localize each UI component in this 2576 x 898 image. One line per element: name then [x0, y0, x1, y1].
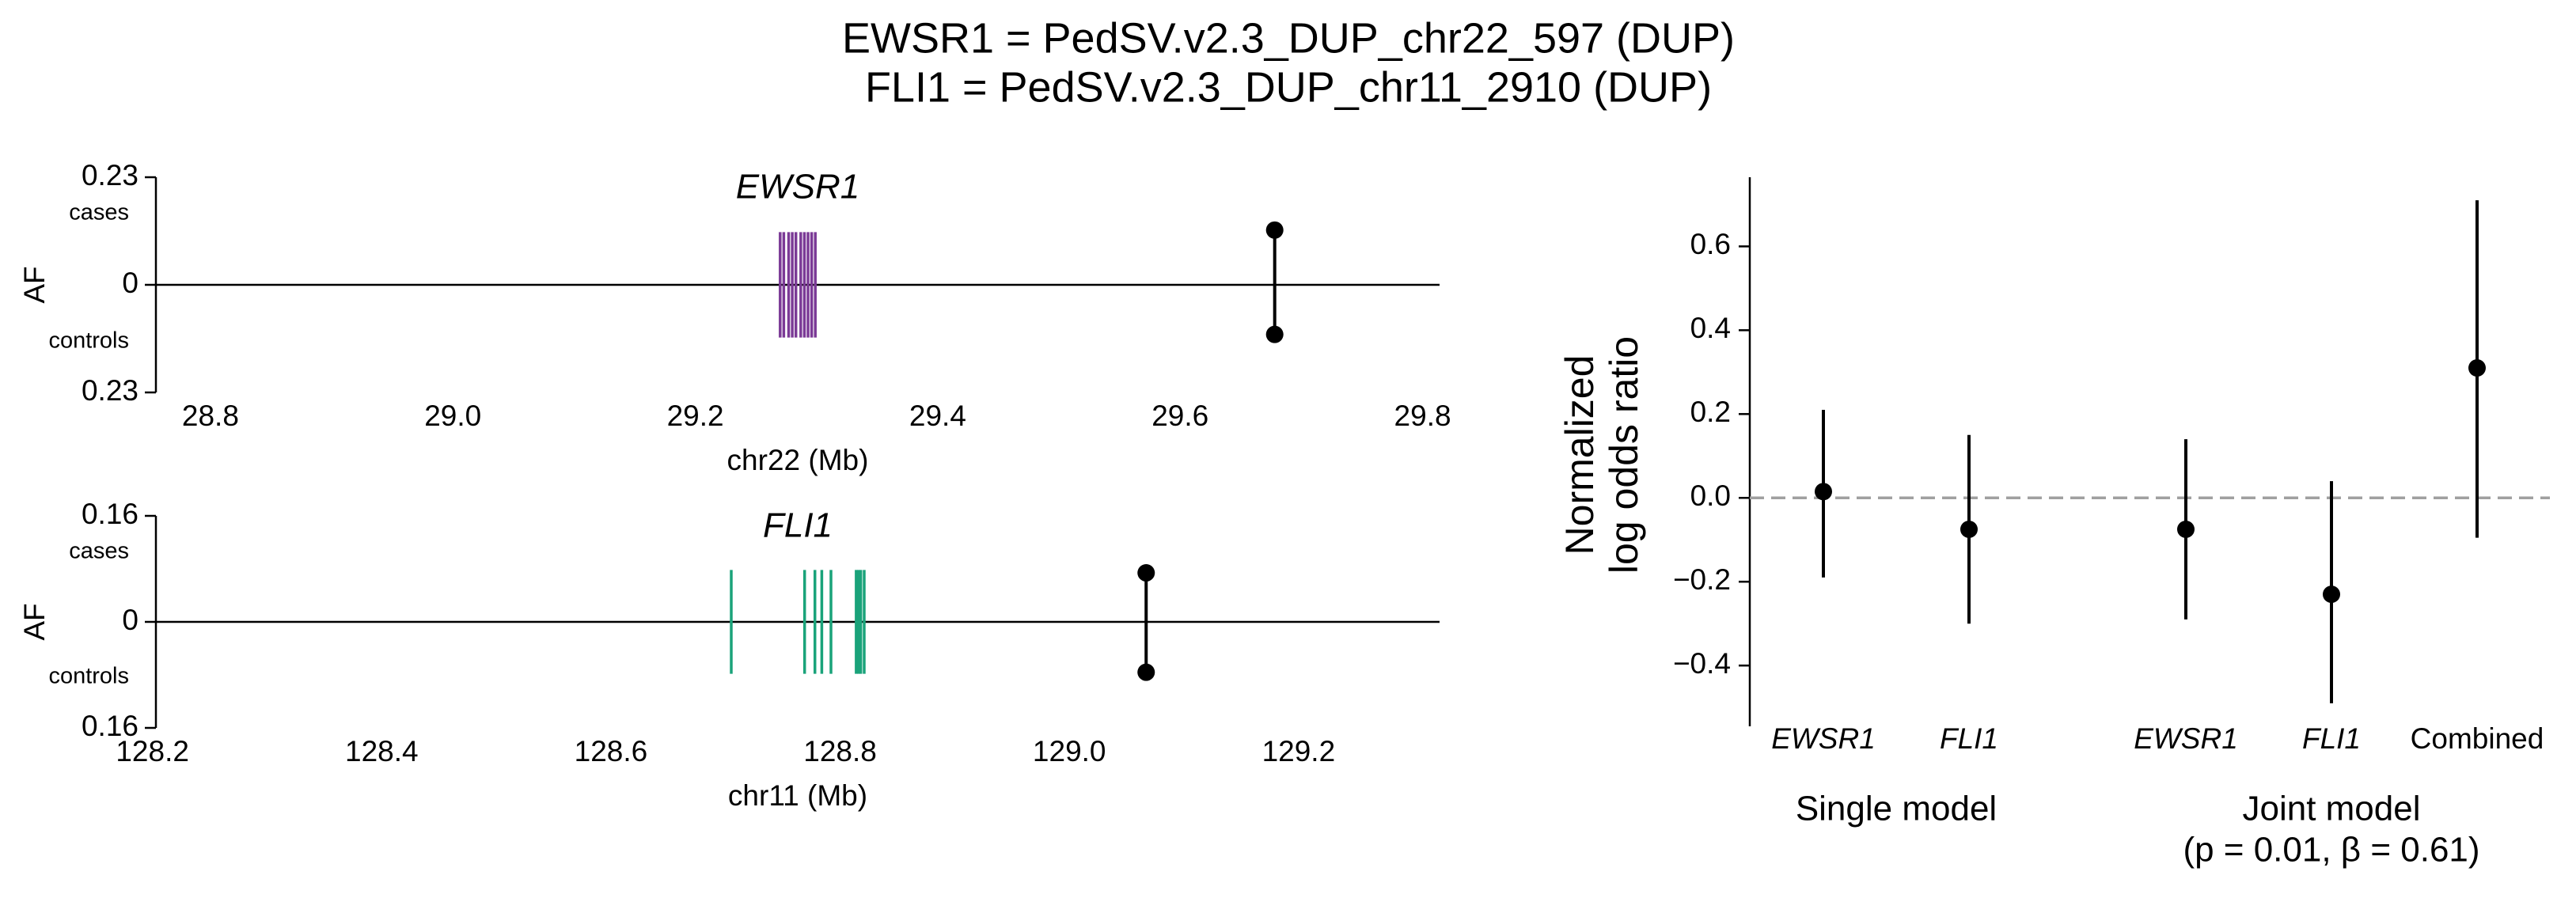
x-tick-label: 29.2 [667, 400, 724, 432]
point-estimate [1960, 521, 1978, 539]
y-tick-label: 0.4 [1690, 312, 1731, 344]
point-estimate [2177, 521, 2195, 539]
y-tick-label: −0.2 [1673, 563, 1731, 596]
x-tick-label: 128.6 [575, 735, 648, 767]
figure-title: EWSR1 = PedSV.v2.3_DUP_chr22_597 (DUP) [842, 14, 1735, 62]
variant-controls [1265, 325, 1284, 343]
x-tick-label: EWSR1 [1771, 722, 1876, 755]
x-tick-label: Combined [2411, 722, 2544, 755]
y-tick-label: 0 [122, 267, 138, 299]
x-tick-label: 129.2 [1262, 735, 1336, 767]
x-tick-label: 28.8 [182, 400, 239, 432]
x-tick-label: 29.0 [424, 400, 481, 432]
x-axis-label: chr22 (Mb) [727, 444, 869, 476]
x-tick-label: 129.0 [1033, 735, 1106, 767]
y-tick-label: 0.16 [82, 498, 138, 530]
controls-label: controls [48, 328, 129, 354]
point-estimate [2468, 359, 2486, 377]
group-sublabel: (p = 0.01, β = 0.61) [2183, 831, 2479, 870]
figure-title: FLI1 = PedSV.v2.3_DUP_chr11_2910 (DUP) [865, 63, 1712, 111]
cases-label: cases [69, 539, 129, 564]
y-axis-label: Normalized [1557, 355, 1602, 555]
y-axis-label: log odds ratio [1602, 336, 1646, 574]
x-tick-label: 29.8 [1394, 400, 1451, 432]
x-tick-label: 128.8 [803, 735, 877, 767]
x-tick-label: 29.6 [1151, 400, 1208, 432]
y-tick-label: 0.16 [82, 710, 138, 742]
gene-label: FLI1 [763, 506, 833, 545]
x-tick-label: EWSR1 [2134, 722, 2238, 755]
point-estimate [2323, 585, 2340, 604]
y-axis-label: AF [18, 603, 51, 640]
variant-controls [1137, 663, 1155, 681]
y-tick-label: 0.23 [82, 374, 138, 407]
y-tick-label: 0.2 [1690, 396, 1731, 428]
y-tick-label: 0.23 [82, 159, 138, 191]
variant-cases [1137, 564, 1155, 582]
variant-cases [1265, 221, 1284, 239]
controls-label: controls [48, 664, 129, 689]
y-tick-label: 0.6 [1690, 228, 1731, 260]
x-tick-label: FLI1 [1940, 722, 1998, 755]
point-estimate [1815, 483, 1832, 501]
group-label: Joint model [2242, 790, 2420, 828]
x-tick-label: 128.2 [116, 735, 189, 767]
group-label: Single model [1796, 790, 1997, 828]
x-tick-label: 29.4 [909, 400, 966, 432]
y-axis-label: AF [18, 266, 51, 303]
x-tick-label: 128.4 [345, 735, 419, 767]
y-tick-label: 0 [122, 604, 138, 636]
gene-label: EWSR1 [736, 168, 859, 207]
x-axis-label: chr11 (Mb) [728, 779, 867, 812]
cases-label: cases [69, 200, 129, 225]
y-tick-label: 0.0 [1690, 479, 1731, 512]
y-tick-label: −0.4 [1673, 647, 1731, 680]
x-tick-label: FLI1 [2302, 722, 2361, 755]
